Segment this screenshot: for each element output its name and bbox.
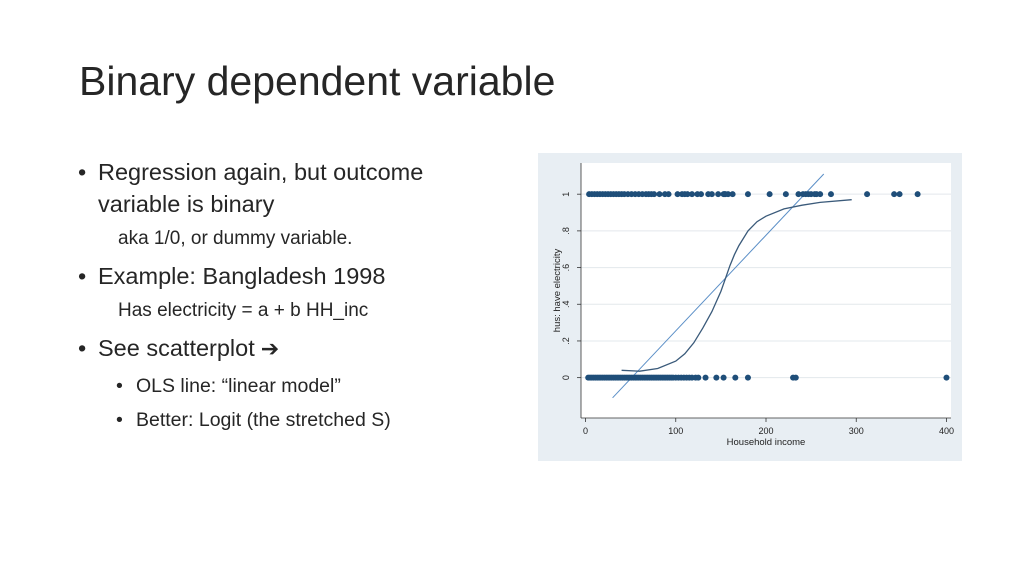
- data-point: [744, 374, 751, 381]
- data-point: [744, 191, 751, 198]
- page-title: Binary dependent variable: [79, 58, 556, 104]
- sub-bullet-text: OLS line: “linear model”: [136, 375, 341, 397]
- data-point: [674, 191, 681, 198]
- y-tick-label: 0: [561, 375, 571, 380]
- bullet-item: • See scatterplot ➔: [78, 332, 508, 365]
- data-point: [713, 374, 720, 381]
- bullet-text: See scatterplot: [98, 335, 255, 361]
- data-point: [698, 191, 705, 198]
- chart-container: 0 .2 .4 .6 .8 1 0 100 200 300 400 Household income h…: [538, 153, 962, 461]
- x-axis-label: Household income: [727, 437, 806, 448]
- data-point: [792, 374, 799, 381]
- data-point: [782, 191, 789, 198]
- x-tick-label: 100: [668, 426, 683, 436]
- data-point: [729, 191, 736, 198]
- bullet-dot: •: [78, 263, 87, 289]
- data-point: [817, 191, 824, 198]
- data-point: [684, 191, 691, 198]
- ols-line: [612, 173, 825, 399]
- bullet-dot: •: [78, 159, 87, 185]
- data-point: [766, 191, 773, 198]
- bullet-text: Regression again, but outcome variable i…: [98, 159, 424, 217]
- x-tick-label: 0: [583, 426, 588, 436]
- data-point: [725, 191, 732, 198]
- data-point: [708, 191, 715, 198]
- bullet-list: • Regression again, but outcome variable …: [78, 156, 508, 439]
- sub-bullet-text: Better: Logit (the stretched S): [136, 409, 391, 431]
- data-point: [720, 374, 727, 381]
- data-point: [651, 191, 658, 198]
- data-point: [914, 191, 921, 198]
- data-point: [732, 374, 739, 381]
- y-axis-label: hus: have electricity: [552, 249, 563, 333]
- data-point: [702, 374, 709, 381]
- bullet-item: • Example: Bangladesh 1998: [78, 260, 508, 292]
- sub-bullet-item: • OLS line: “linear model”: [78, 371, 508, 401]
- data-point: [695, 374, 702, 381]
- y-tick-label: .6: [561, 264, 571, 272]
- sub-text: aka 1/0, or dummy variable.: [118, 228, 353, 249]
- y-tick-label: .2: [561, 337, 571, 345]
- data-point: [827, 191, 834, 198]
- data-point: [689, 191, 695, 198]
- data-point: [896, 191, 903, 198]
- bullet-text: Example: Bangladesh 1998: [98, 263, 386, 289]
- data-point: [864, 191, 871, 198]
- x-tick-label: 300: [849, 426, 864, 436]
- bullet-dot: •: [78, 335, 87, 361]
- data-point: [943, 374, 950, 381]
- scatter-chart: 0 .2 .4 .6 .8 1 0 100 200 300 400 Household income h…: [552, 163, 954, 448]
- arrow-right-icon: ➔: [260, 336, 280, 361]
- y-tick-label: .4: [561, 301, 571, 309]
- data-point: [891, 191, 898, 198]
- sub-bullet-item: • Better: Logit (the stretched S): [78, 405, 508, 435]
- bullet-dot: •: [116, 409, 123, 431]
- y-tick-label: .8: [561, 227, 571, 235]
- sub-text: Has electricity = a + b HH_inc: [118, 300, 369, 321]
- bullet-dot: •: [116, 375, 123, 397]
- data-point: [656, 191, 663, 198]
- x-tick-label: 400: [939, 426, 954, 436]
- data-point: [715, 191, 722, 198]
- y-tick-label: 1: [561, 192, 571, 197]
- data-point: [665, 191, 672, 198]
- x-tick-label: 200: [758, 426, 773, 436]
- logit-curve: [621, 199, 852, 372]
- data-point: [795, 191, 802, 198]
- bullet-item: • Regression again, but outcome variable …: [78, 156, 508, 220]
